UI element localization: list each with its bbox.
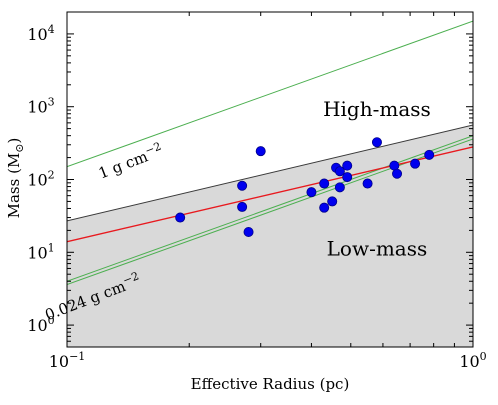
data-point-8	[327, 196, 338, 207]
boundary-line	[67, 124, 473, 222]
annotation-low-mass: Low-mass	[327, 237, 428, 261]
axis-ticks: 100 101 102 103 104 10−1 100	[27, 11, 487, 371]
y-axis-label-main: Mass (M	[5, 153, 23, 219]
data-point-3	[243, 227, 254, 238]
data-point-5	[306, 187, 317, 198]
y-tick-label: 100	[27, 314, 54, 335]
green-line-1g	[67, 20, 473, 168]
x-tick-label: 100	[459, 350, 486, 371]
data-point-10	[334, 166, 345, 177]
x-axis-label: Effective Radius (pc)	[191, 375, 350, 393]
data-point-2	[237, 201, 248, 212]
annotation-1-g-cm: 1 g cm−2	[95, 140, 165, 183]
y-tick-label: 103	[27, 96, 54, 117]
data-point-14	[362, 178, 373, 189]
y-axis-label-close: )	[5, 138, 23, 144]
data-point-13	[342, 160, 353, 171]
data-point-6	[319, 178, 330, 189]
y-tick-label: 101	[27, 241, 54, 262]
data-point-19	[424, 149, 435, 160]
green-line-0024g-upper	[67, 135, 473, 282]
annotation-high-mass: High-mass	[323, 97, 431, 121]
data-point-17	[392, 168, 403, 179]
y-tick-label: 104	[27, 23, 54, 44]
y-axis-label: Mass (M⊙)	[5, 138, 26, 219]
data-point-15	[371, 137, 382, 148]
data-point-11	[334, 182, 345, 193]
data-point-12	[342, 172, 353, 183]
y-axis-label-sub: ⊙	[13, 143, 26, 152]
data-point-7	[319, 202, 330, 213]
data-point-0	[175, 212, 186, 223]
y-tick-label: 102	[27, 169, 54, 190]
data-point-4	[255, 146, 266, 157]
plot-content	[67, 20, 473, 347]
x-tick-label: 10−1	[49, 350, 86, 371]
red-fit-line	[67, 146, 473, 243]
data-point-18	[410, 158, 421, 169]
data-point-1	[237, 180, 248, 191]
